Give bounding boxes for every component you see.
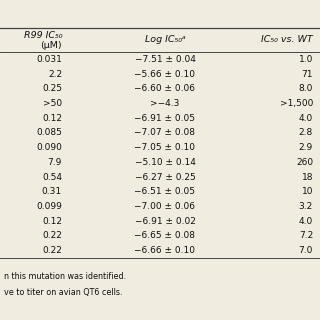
Text: 7.2: 7.2: [299, 231, 313, 240]
Text: 18: 18: [301, 172, 313, 181]
Text: 2.2: 2.2: [48, 69, 62, 79]
Text: −7.51 ± 0.04: −7.51 ± 0.04: [135, 55, 196, 64]
Text: >50: >50: [43, 99, 62, 108]
Text: n this mutation was identified.: n this mutation was identified.: [4, 272, 126, 281]
Text: −6.66 ± 0.10: −6.66 ± 0.10: [134, 246, 196, 255]
Text: 2.8: 2.8: [299, 128, 313, 137]
Text: ve to titer on avian QT6 cells.: ve to titer on avian QT6 cells.: [4, 288, 123, 297]
Text: >1,500: >1,500: [280, 99, 313, 108]
Text: −5.10 ± 0.14: −5.10 ± 0.14: [135, 158, 196, 167]
Text: 0.090: 0.090: [36, 143, 62, 152]
Text: >−4.3: >−4.3: [150, 99, 180, 108]
Text: −6.91 ± 0.05: −6.91 ± 0.05: [134, 114, 196, 123]
Text: 0.25: 0.25: [42, 84, 62, 93]
Text: 10: 10: [301, 187, 313, 196]
Text: 0.22: 0.22: [42, 246, 62, 255]
Text: −7.05 ± 0.10: −7.05 ± 0.10: [134, 143, 196, 152]
Text: 0.22: 0.22: [42, 231, 62, 240]
Text: −7.00 ± 0.06: −7.00 ± 0.06: [134, 202, 196, 211]
Text: 3.2: 3.2: [299, 202, 313, 211]
Text: 2.9: 2.9: [299, 143, 313, 152]
Text: 4.0: 4.0: [299, 114, 313, 123]
Text: −6.27 ± 0.25: −6.27 ± 0.25: [135, 172, 196, 181]
Text: 8.0: 8.0: [299, 84, 313, 93]
Text: −5.66 ± 0.10: −5.66 ± 0.10: [134, 69, 196, 79]
Text: −6.91 ± 0.02: −6.91 ± 0.02: [135, 217, 196, 226]
Text: IC₅₀ vs. WT: IC₅₀ vs. WT: [261, 36, 313, 44]
Text: 1.0: 1.0: [299, 55, 313, 64]
Text: −6.65 ± 0.08: −6.65 ± 0.08: [134, 231, 196, 240]
Text: Log IC₅₀ᵃ: Log IC₅₀ᵃ: [145, 36, 185, 44]
Text: 0.12: 0.12: [42, 114, 62, 123]
Text: 0.031: 0.031: [36, 55, 62, 64]
Text: 7.0: 7.0: [299, 246, 313, 255]
Text: 0.31: 0.31: [42, 187, 62, 196]
Text: 0.099: 0.099: [36, 202, 62, 211]
Text: 260: 260: [296, 158, 313, 167]
Text: 71: 71: [301, 69, 313, 79]
Text: −6.60 ± 0.06: −6.60 ± 0.06: [134, 84, 196, 93]
Text: 4.0: 4.0: [299, 217, 313, 226]
Text: 0.54: 0.54: [42, 172, 62, 181]
Text: 0.12: 0.12: [42, 217, 62, 226]
Text: −7.07 ± 0.08: −7.07 ± 0.08: [134, 128, 196, 137]
Text: −6.51 ± 0.05: −6.51 ± 0.05: [134, 187, 196, 196]
Text: 0.085: 0.085: [36, 128, 62, 137]
Text: 7.9: 7.9: [48, 158, 62, 167]
Text: R99 IC₅₀: R99 IC₅₀: [23, 30, 62, 39]
Text: (μM): (μM): [40, 42, 62, 51]
